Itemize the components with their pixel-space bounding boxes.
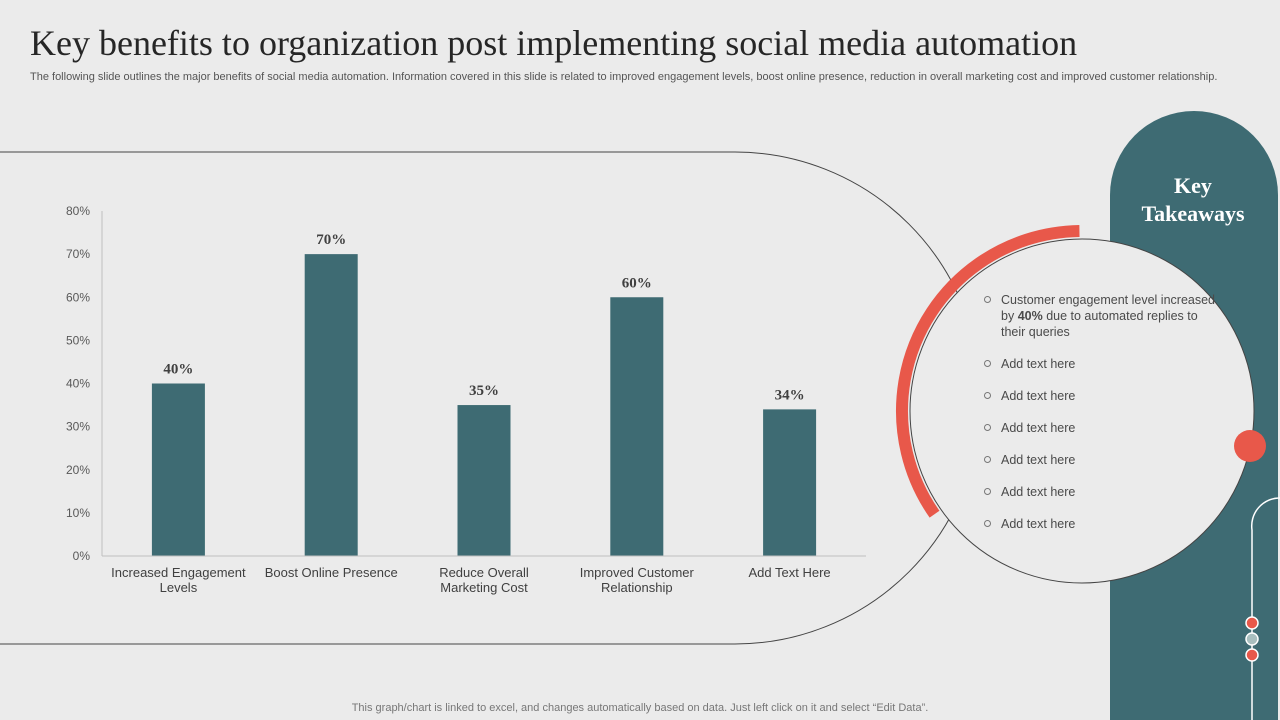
bar-value-label: 60% <box>622 275 652 291</box>
bar <box>763 409 817 556</box>
rail-dot-grey <box>1245 632 1259 646</box>
takeaway-text: Add text here <box>1001 421 1076 435</box>
takeaway-item: Add text here <box>982 420 1222 436</box>
bar <box>304 254 358 556</box>
circle-bullet-icon <box>984 488 991 495</box>
takeaway-item: Customer engagement level increased by 4… <box>982 292 1222 340</box>
takeaway-item: Add text here <box>982 452 1222 468</box>
rail-dot-red-2 <box>1245 648 1259 662</box>
y-axis: 0% 10% 20% 30% 40% 50% 60% 70% 80% <box>66 204 103 563</box>
x-tick-label: Relationship <box>601 580 673 595</box>
accent-ring <box>896 225 1269 597</box>
circle-bullet-icon <box>984 360 991 367</box>
circle-bullet-icon <box>984 520 991 527</box>
circle-bullet-icon <box>984 296 991 303</box>
y-tick-label: 80% <box>66 204 90 218</box>
accent-dot <box>1234 430 1266 462</box>
takeaway-item: Add text here <box>982 356 1222 372</box>
y-tick-label: 0% <box>73 549 91 563</box>
takeaway-list: Customer engagement level increased by 4… <box>982 292 1222 548</box>
y-tick-label: 10% <box>66 506 90 520</box>
key-takeaways-title-line: Takeaways <box>1141 201 1245 226</box>
panel-rail-line <box>1250 497 1280 720</box>
slide-title: Key benefits to organization post implem… <box>30 23 1078 63</box>
bars: 40% 70% 35% 60% 34% <box>151 232 817 556</box>
y-tick-label: 30% <box>66 420 90 434</box>
bar-value-label: 40% <box>163 362 193 378</box>
x-tick-label: Levels <box>160 580 198 595</box>
bar-value-label: 70% <box>316 232 346 248</box>
y-tick-label: 20% <box>66 463 90 477</box>
takeaway-text: Add text here <box>1001 485 1076 499</box>
x-tick-label: Add Text Here <box>749 565 831 580</box>
takeaway-item: Add text here <box>982 388 1222 404</box>
rail-dot-red-1 <box>1245 616 1259 630</box>
takeaway-text: Customer engagement level increased by <box>1001 293 1216 323</box>
x-tick-label: Increased Engagement <box>111 565 246 580</box>
y-tick-label: 50% <box>66 333 90 347</box>
bar <box>457 405 511 556</box>
takeaway-text: Add text here <box>1001 357 1076 371</box>
bar <box>151 383 205 556</box>
y-tick-label: 70% <box>66 247 90 261</box>
key-takeaways-title-line: Key <box>1174 173 1212 198</box>
bar-value-label: 35% <box>469 383 499 399</box>
takeaway-text: Add text here <box>1001 517 1076 531</box>
x-tick-label: Boost Online Presence <box>265 565 398 580</box>
x-tick-label: Reduce Overall <box>439 565 529 580</box>
x-tick-label: Marketing Cost <box>440 580 528 595</box>
circle-bullet-icon <box>984 392 991 399</box>
circle-bullet-icon <box>984 456 991 463</box>
slide-subtitle: The following slide outlines the major b… <box>30 71 1218 83</box>
y-tick-label: 60% <box>66 290 90 304</box>
takeaway-highlight: 40% <box>1017 309 1043 323</box>
takeaway-item: Add text here <box>982 516 1222 532</box>
takeaway-circle <box>909 238 1255 584</box>
key-takeaways-title: Key Takeaways <box>1110 172 1276 228</box>
bar-value-label: 34% <box>775 387 805 403</box>
bar <box>610 297 664 556</box>
takeaway-text-tail: due to automated replies to their querie… <box>1001 309 1198 339</box>
x-tick-label: Improved Customer <box>580 565 695 580</box>
y-tick-label: 40% <box>66 377 90 391</box>
circle-bullet-icon <box>984 424 991 431</box>
takeaway-item: Add text here <box>982 484 1222 500</box>
takeaway-text: Add text here <box>1001 389 1076 403</box>
footnote: This graph/chart is linked to excel, and… <box>351 702 929 714</box>
takeaway-text: Add text here <box>1001 453 1076 467</box>
